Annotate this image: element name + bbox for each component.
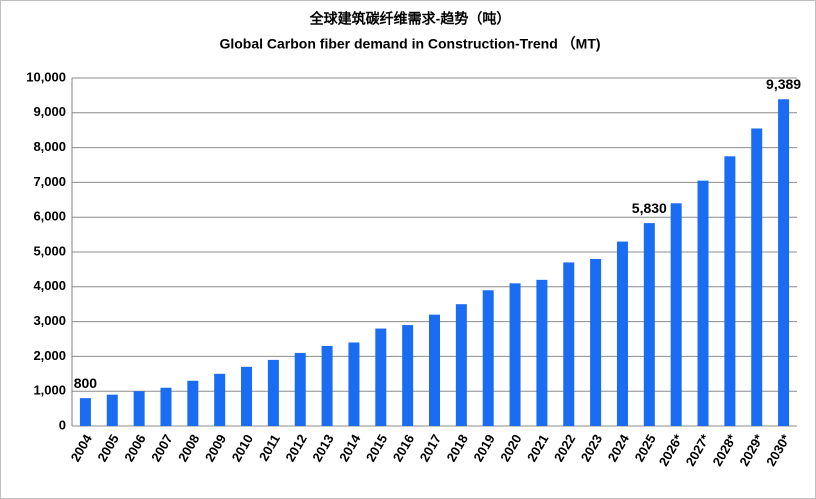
y-tick-label: 9,000 (33, 104, 66, 119)
bar (751, 128, 763, 426)
bar (375, 328, 387, 426)
bar (348, 342, 360, 426)
y-tick-label: 2,000 (33, 348, 66, 363)
y-tick-label: 10,000 (26, 69, 66, 84)
y-tick-label: 0 (59, 417, 66, 432)
bar (106, 394, 118, 426)
bar (241, 366, 253, 426)
bar (79, 398, 91, 426)
bar (536, 279, 548, 426)
bar (429, 314, 440, 426)
bar (778, 99, 790, 426)
bar (563, 262, 575, 426)
bar (616, 241, 628, 426)
value-label: 5,830 (632, 200, 667, 216)
bar (455, 304, 467, 426)
y-tick-label: 6,000 (33, 209, 66, 224)
y-tick-label: 7,000 (33, 174, 66, 189)
y-tick-label: 8,000 (33, 139, 66, 154)
bar (509, 283, 521, 426)
bar (482, 290, 494, 426)
y-tick-label: 1,000 (33, 383, 66, 398)
bar (321, 345, 333, 426)
value-label: 800 (74, 375, 98, 391)
bar (267, 359, 279, 426)
bar (160, 387, 172, 426)
y-tick-label: 4,000 (33, 278, 66, 293)
bar (133, 391, 145, 426)
value-label: 9,389 (766, 76, 801, 92)
bar (643, 223, 655, 426)
chart-title: 全球建筑碳纤维需求-趋势（吨） (309, 11, 511, 27)
y-tick-label: 3,000 (33, 313, 66, 328)
chart-subtitle: Global Carbon fiber demand in Constructi… (219, 36, 600, 52)
bar (214, 373, 226, 426)
y-tick-label: 5,000 (33, 243, 66, 258)
bar (724, 156, 736, 427)
bar (402, 325, 414, 426)
bar (670, 203, 682, 426)
bar (697, 180, 709, 426)
bar (294, 352, 306, 426)
bar (590, 258, 602, 426)
bar (187, 380, 199, 426)
